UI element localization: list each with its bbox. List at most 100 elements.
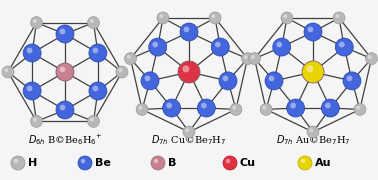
Circle shape	[178, 61, 200, 83]
Circle shape	[166, 103, 172, 108]
Text: B: B	[168, 158, 177, 168]
Circle shape	[89, 44, 107, 62]
Circle shape	[151, 156, 165, 170]
Circle shape	[215, 42, 221, 47]
Circle shape	[87, 17, 99, 29]
Circle shape	[248, 53, 260, 65]
Circle shape	[33, 19, 37, 23]
Circle shape	[90, 19, 94, 23]
Circle shape	[201, 103, 207, 108]
Circle shape	[2, 66, 14, 78]
Circle shape	[136, 103, 148, 115]
Circle shape	[149, 38, 167, 56]
Circle shape	[307, 65, 313, 72]
Circle shape	[183, 65, 189, 72]
Circle shape	[269, 75, 274, 81]
Circle shape	[154, 159, 158, 163]
Circle shape	[81, 159, 85, 163]
Circle shape	[290, 103, 296, 108]
Circle shape	[276, 42, 282, 47]
Circle shape	[262, 106, 266, 110]
Text: Au: Au	[315, 158, 332, 168]
Circle shape	[281, 12, 293, 24]
Circle shape	[93, 86, 98, 91]
Circle shape	[298, 156, 312, 170]
Circle shape	[56, 101, 74, 119]
Circle shape	[60, 105, 65, 110]
Circle shape	[284, 14, 287, 18]
Circle shape	[183, 126, 195, 138]
Circle shape	[157, 12, 169, 24]
Circle shape	[78, 156, 92, 170]
Circle shape	[335, 38, 353, 56]
Circle shape	[356, 106, 360, 110]
Circle shape	[304, 23, 322, 41]
Circle shape	[33, 118, 37, 122]
Circle shape	[244, 55, 248, 59]
Circle shape	[163, 99, 181, 117]
Circle shape	[308, 27, 313, 32]
Circle shape	[138, 106, 143, 110]
Circle shape	[93, 48, 98, 53]
Circle shape	[209, 12, 221, 24]
Circle shape	[223, 75, 228, 81]
Circle shape	[152, 42, 158, 47]
Circle shape	[5, 68, 8, 72]
Text: $\mathit{D}_{7h}$ Cu©Be$_{7}$H$_{7}$: $\mathit{D}_{7h}$ Cu©Be$_{7}$H$_{7}$	[152, 133, 226, 147]
Circle shape	[118, 68, 122, 72]
Circle shape	[232, 106, 236, 110]
Circle shape	[27, 48, 33, 53]
Circle shape	[145, 75, 150, 81]
Circle shape	[223, 156, 237, 170]
Circle shape	[273, 38, 291, 56]
Circle shape	[23, 82, 41, 100]
Circle shape	[124, 53, 136, 65]
Circle shape	[184, 27, 189, 32]
Circle shape	[116, 66, 128, 78]
Circle shape	[226, 159, 230, 163]
Text: Be: Be	[95, 158, 111, 168]
Circle shape	[230, 103, 242, 115]
Circle shape	[366, 53, 378, 65]
Circle shape	[347, 75, 352, 81]
Circle shape	[325, 103, 331, 108]
Circle shape	[197, 99, 215, 117]
Circle shape	[56, 63, 74, 81]
Circle shape	[339, 42, 345, 47]
Circle shape	[90, 118, 94, 122]
Circle shape	[354, 103, 366, 115]
Text: $\mathit{D}_{7h}$ Au©Be$_{7}$H$_{7}$: $\mathit{D}_{7h}$ Au©Be$_{7}$H$_{7}$	[276, 133, 350, 147]
Circle shape	[31, 115, 42, 127]
Circle shape	[307, 126, 319, 138]
Circle shape	[242, 53, 254, 65]
Text: H: H	[28, 158, 37, 168]
Circle shape	[31, 17, 42, 29]
Circle shape	[141, 72, 159, 90]
Circle shape	[60, 67, 65, 72]
Circle shape	[287, 99, 305, 117]
Circle shape	[56, 25, 74, 43]
Circle shape	[260, 103, 272, 115]
Circle shape	[127, 55, 131, 59]
Circle shape	[368, 55, 372, 59]
Circle shape	[60, 29, 65, 34]
Circle shape	[27, 86, 33, 91]
Circle shape	[321, 99, 339, 117]
Circle shape	[251, 55, 255, 59]
Circle shape	[87, 115, 99, 127]
Circle shape	[211, 14, 215, 18]
Circle shape	[301, 159, 305, 163]
Circle shape	[160, 14, 163, 18]
Circle shape	[23, 44, 41, 62]
Circle shape	[343, 72, 361, 90]
Circle shape	[14, 159, 18, 163]
Circle shape	[219, 72, 237, 90]
Circle shape	[11, 156, 25, 170]
Circle shape	[185, 128, 189, 132]
Text: Cu: Cu	[240, 158, 256, 168]
Circle shape	[302, 61, 324, 83]
Circle shape	[211, 38, 229, 56]
Circle shape	[265, 72, 283, 90]
Circle shape	[335, 14, 339, 18]
Circle shape	[180, 23, 198, 41]
